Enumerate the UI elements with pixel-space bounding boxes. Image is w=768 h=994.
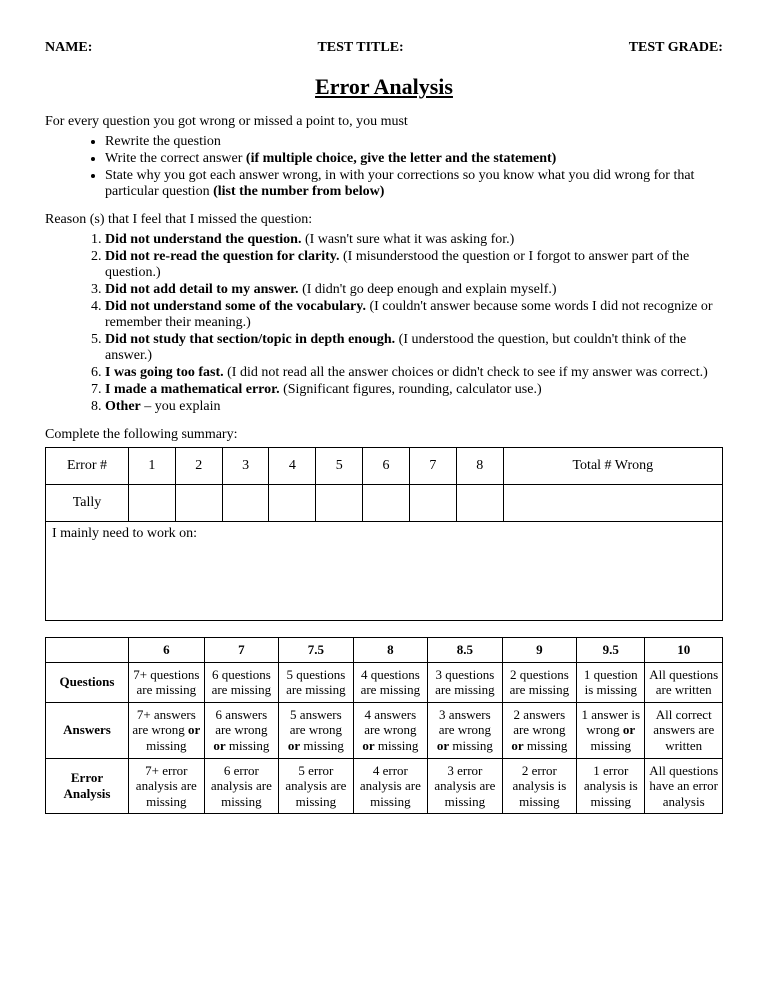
col-4: 4: [269, 448, 316, 485]
work-on-cell[interactable]: I mainly need to work on:: [46, 522, 723, 621]
rubric-row-label: Answers: [46, 702, 129, 758]
rubric-cell: 2 questions are missing: [502, 662, 577, 702]
rubric-score: 9: [502, 638, 577, 663]
header-row: NAME: TEST TITLE: TEST GRADE:: [45, 40, 723, 56]
reason-item: Did not understand some of the vocabular…: [105, 299, 723, 331]
tally-cell[interactable]: [175, 485, 222, 522]
rubric-score: 6: [129, 638, 205, 663]
rubric-table: 677.588.599.510 Questions7+ questions are…: [45, 637, 723, 814]
tally-cell[interactable]: [363, 485, 410, 522]
instruction-item: Write the correct answer (if multiple ch…: [105, 151, 723, 167]
rubric-cell: 5 answers are wrong or missing: [279, 702, 354, 758]
rubric-blank: [46, 638, 129, 663]
reason-item: I made a mathematical error. (Significan…: [105, 382, 723, 398]
rubric-cell: 2 answers are wrong or missing: [502, 702, 577, 758]
rubric-cell: All questions are written: [645, 662, 723, 702]
error-num-label: Error #: [46, 448, 129, 485]
rubric-cell: 4 answers are wrong or missing: [353, 702, 428, 758]
rubric-cell: 3 answers are wrong or missing: [428, 702, 503, 758]
rubric-cell: All correct answers are written: [645, 702, 723, 758]
test-title-label: TEST TITLE:: [317, 40, 403, 56]
rubric-score: 7: [204, 638, 279, 663]
test-grade-label: TEST GRADE:: [629, 40, 723, 56]
rubric-cell: 7+ questions are missing: [129, 662, 205, 702]
rubric-cell: 4 questions are missing: [353, 662, 428, 702]
reasons-intro: Reason (s) that I feel that I missed the…: [45, 212, 723, 228]
reason-item: Did not add detail to my answer. (I didn…: [105, 282, 723, 298]
rubric-row-label: Questions: [46, 662, 129, 702]
tally-cell[interactable]: [456, 485, 503, 522]
rubric-cell: All questions have an error analysis: [645, 758, 723, 814]
col-8: 8: [456, 448, 503, 485]
rubric-row-label: Error Analysis: [46, 758, 129, 814]
instruction-item: State why you got each answer wrong, in …: [105, 168, 723, 200]
rubric-score: 7.5: [279, 638, 354, 663]
rubric-score: 9.5: [577, 638, 645, 663]
reason-item: Did not study that section/topic in dept…: [105, 332, 723, 364]
instructions-list: Rewrite the questionWrite the correct an…: [45, 134, 723, 200]
rubric-cell: 5 questions are missing: [279, 662, 354, 702]
tally-label: Tally: [46, 485, 129, 522]
tally-cell[interactable]: [269, 485, 316, 522]
rubric-score: 10: [645, 638, 723, 663]
tally-cell[interactable]: [129, 485, 176, 522]
rubric-cell: 1 answer is wrong or missing: [577, 702, 645, 758]
rubric-cell: 6 questions are missing: [204, 662, 279, 702]
rubric-cell: 3 error analysis are missing: [428, 758, 503, 814]
rubric-cell: 1 question is missing: [577, 662, 645, 702]
col-1: 1: [129, 448, 176, 485]
tally-cell[interactable]: [222, 485, 269, 522]
reason-item: Did not understand the question. (I wasn…: [105, 232, 723, 248]
col-2: 2: [175, 448, 222, 485]
tally-cell[interactable]: [409, 485, 456, 522]
reason-item: Did not re-read the question for clarity…: [105, 249, 723, 281]
rubric-score: 8.5: [428, 638, 503, 663]
instruction-item: Rewrite the question: [105, 134, 723, 150]
col-3: 3: [222, 448, 269, 485]
reasons-list: Did not understand the question. (I wasn…: [45, 232, 723, 415]
rubric-cell: 7+ answers are wrong or missing: [129, 702, 205, 758]
rubric-cell: 4 error analysis are missing: [353, 758, 428, 814]
rubric-cell: 6 error analysis are missing: [204, 758, 279, 814]
reason-item: I was going too fast. (I did not read al…: [105, 365, 723, 381]
tally-cell[interactable]: [503, 485, 722, 522]
rubric-cell: 6 answers are wrong or missing: [204, 702, 279, 758]
rubric-cell: 2 error analysis is missing: [502, 758, 577, 814]
summary-label: Complete the following summary:: [45, 427, 723, 443]
rubric-cell: 3 questions are missing: [428, 662, 503, 702]
rubric-score: 8: [353, 638, 428, 663]
page-title: Error Analysis: [45, 74, 723, 100]
intro-text: For every question you got wrong or miss…: [45, 114, 723, 130]
tally-cell[interactable]: [316, 485, 363, 522]
total-label: Total # Wrong: [503, 448, 722, 485]
rubric-cell: 5 error analysis are missing: [279, 758, 354, 814]
col-6: 6: [363, 448, 410, 485]
summary-table: Error # 1 2 3 4 5 6 7 8 Total # Wrong Ta…: [45, 447, 723, 621]
reason-item: Other – you explain: [105, 399, 723, 415]
name-label: NAME:: [45, 40, 92, 56]
col-7: 7: [409, 448, 456, 485]
rubric-cell: 1 error analysis is missing: [577, 758, 645, 814]
rubric-cell: 7+ error analysis are missing: [129, 758, 205, 814]
col-5: 5: [316, 448, 363, 485]
